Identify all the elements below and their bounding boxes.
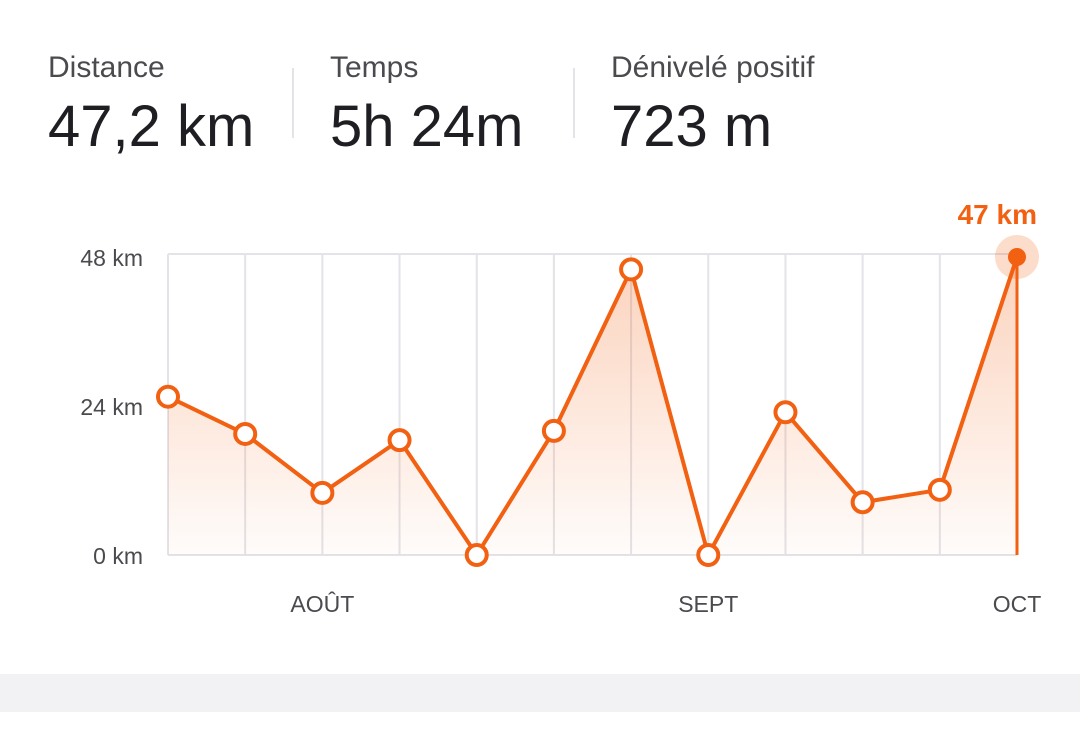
x-tick-label: SEPT <box>678 591 738 617</box>
data-point <box>541 418 566 443</box>
stat-elevation-value: 723 m <box>611 94 773 159</box>
y-tick-label: 0 km <box>93 543 143 569</box>
stat-time-label: Temps <box>330 51 419 84</box>
data-point <box>927 477 952 502</box>
y-tick-label: 48 km <box>80 245 143 271</box>
stat-time: Temps 5h 24m <box>330 48 523 162</box>
data-point-highlight <box>1008 248 1026 266</box>
data-point <box>387 428 412 453</box>
stat-elevation-label: Dénivelé positif <box>611 51 815 84</box>
data-point <box>773 400 798 425</box>
series-line <box>166 255 1019 557</box>
data-point <box>464 543 489 567</box>
stat-divider <box>573 68 575 138</box>
section-divider <box>0 674 1080 712</box>
data-point <box>233 421 258 446</box>
stat-distance-label: Distance <box>48 51 165 84</box>
stats-summary: Distance 47,2 km Temps 5h 24m Dénivelé p… <box>0 0 1080 180</box>
x-tick-label: AOÛT <box>290 590 354 617</box>
stat-divider <box>292 68 294 138</box>
stat-elevation: Dénivelé positif 723 m <box>611 48 814 162</box>
x-tick-label: OCT <box>993 591 1042 617</box>
area-fill <box>168 257 1017 555</box>
highlight-value-label: 47 km <box>958 199 1037 230</box>
data-point <box>310 480 335 505</box>
data-point <box>156 384 180 409</box>
stat-distance-value: 47,2 km <box>48 94 255 159</box>
distance-line-chart: 0 km 24 km 48 km AOÛT SEPT OCT 47 km <box>80 199 1042 617</box>
data-point <box>850 490 875 515</box>
stat-distance: Distance 47,2 km <box>48 48 254 162</box>
data-point <box>619 257 644 282</box>
data-point <box>696 543 721 567</box>
stat-time-value: 5h 24m <box>330 94 524 159</box>
y-tick-label: 24 km <box>80 394 143 420</box>
